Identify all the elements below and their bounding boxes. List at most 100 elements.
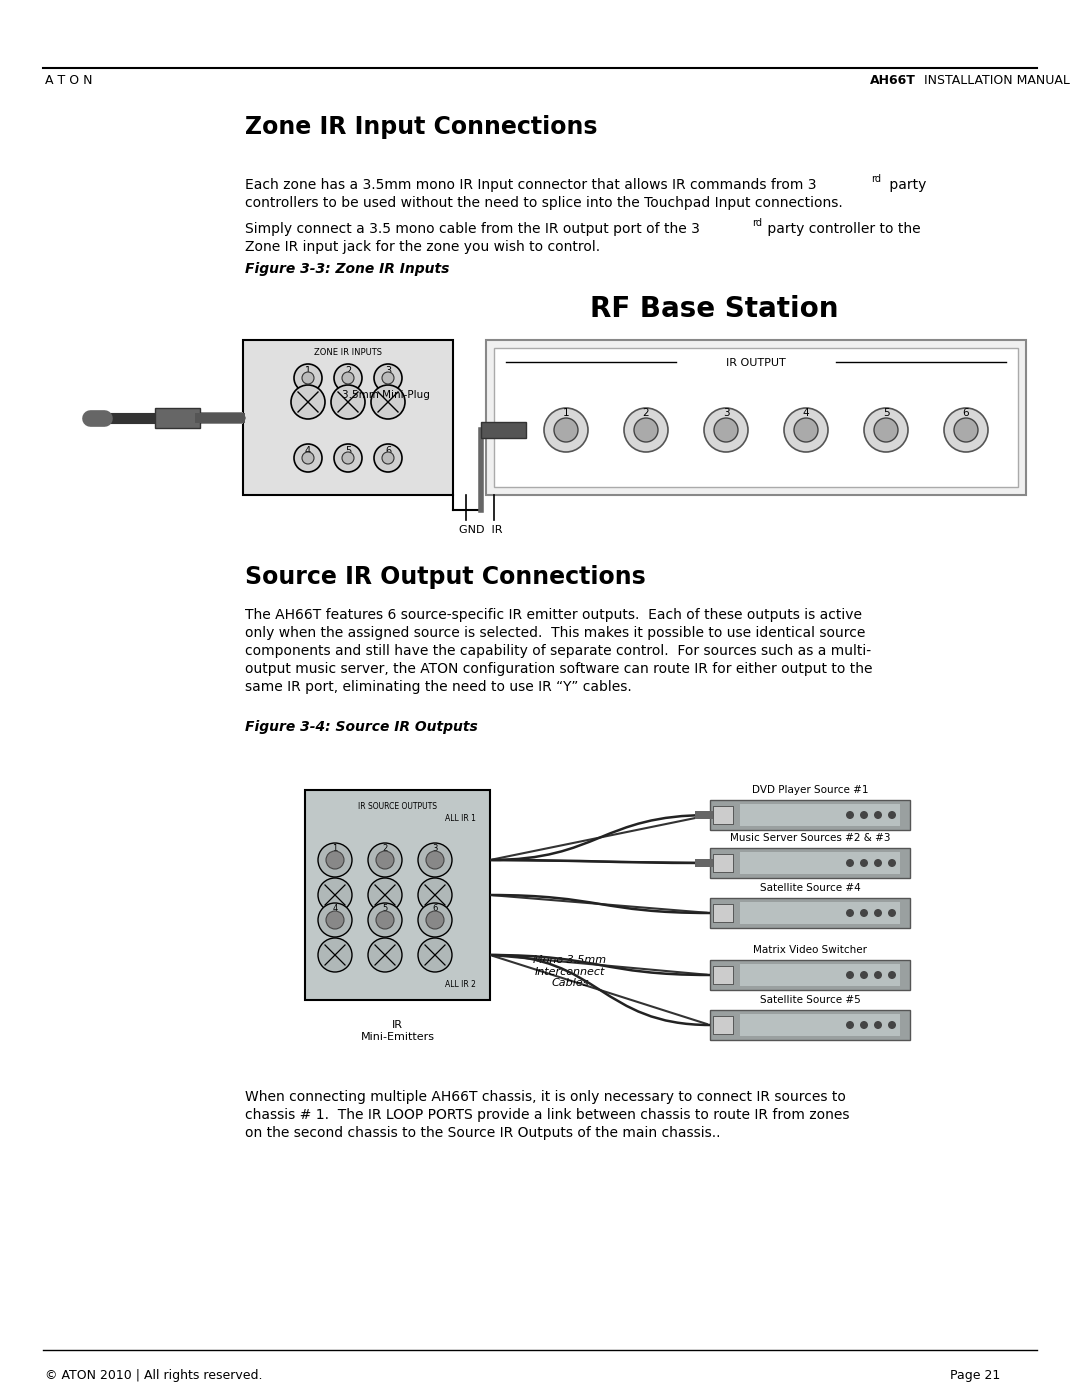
- Circle shape: [334, 365, 362, 393]
- Circle shape: [846, 859, 854, 868]
- Circle shape: [326, 911, 345, 929]
- Circle shape: [342, 372, 354, 384]
- Circle shape: [874, 909, 882, 916]
- Text: Satellite Source #4: Satellite Source #4: [759, 883, 861, 893]
- Circle shape: [382, 453, 394, 464]
- Circle shape: [544, 408, 588, 453]
- Bar: [696, 859, 713, 868]
- Bar: [481, 422, 526, 439]
- Bar: [710, 1010, 910, 1039]
- Circle shape: [554, 418, 578, 441]
- Circle shape: [374, 365, 402, 393]
- Circle shape: [342, 453, 354, 464]
- Text: 5: 5: [882, 408, 889, 418]
- Circle shape: [784, 408, 828, 453]
- Text: GND  IR: GND IR: [459, 525, 503, 535]
- Text: Each zone has a 3.5mm mono IR Input connector that allows IR commands from 3: Each zone has a 3.5mm mono IR Input conn…: [245, 177, 816, 191]
- Circle shape: [426, 911, 444, 929]
- Text: Music Server Sources #2 & #3: Music Server Sources #2 & #3: [730, 833, 890, 842]
- Circle shape: [874, 418, 897, 441]
- Text: © ATON 2010 | All rights reserved.: © ATON 2010 | All rights reserved.: [45, 1369, 262, 1382]
- Bar: [713, 806, 733, 824]
- Circle shape: [864, 408, 908, 453]
- Bar: [710, 848, 910, 877]
- Circle shape: [846, 971, 854, 979]
- Text: ALL IR 2: ALL IR 2: [445, 981, 475, 989]
- Text: Page 21: Page 21: [949, 1369, 1000, 1382]
- Circle shape: [376, 851, 394, 869]
- Text: Mono 3.5mm
Interconnect
Cables: Mono 3.5mm Interconnect Cables: [534, 956, 607, 988]
- Bar: [195, 412, 243, 423]
- Bar: [195, 412, 245, 422]
- Circle shape: [846, 812, 854, 819]
- Bar: [156, 408, 200, 427]
- Text: 1: 1: [563, 408, 569, 418]
- Bar: [486, 339, 1026, 495]
- Circle shape: [368, 877, 402, 912]
- Circle shape: [382, 372, 394, 384]
- Bar: [713, 904, 733, 922]
- Circle shape: [860, 971, 868, 979]
- Circle shape: [368, 902, 402, 937]
- Text: 6: 6: [432, 904, 437, 914]
- Text: Zone IR Input Connections: Zone IR Input Connections: [245, 115, 597, 138]
- Bar: [740, 902, 900, 923]
- Text: 4: 4: [333, 904, 338, 914]
- Text: controllers to be used without the need to splice into the Touchpad Input connec: controllers to be used without the need …: [245, 196, 842, 210]
- Text: When connecting multiple AH66T chassis, it is only necessary to connect IR sourc: When connecting multiple AH66T chassis, …: [245, 1090, 846, 1104]
- Circle shape: [368, 842, 402, 877]
- Text: same IR port, eliminating the need to use IR “Y” cables.: same IR port, eliminating the need to us…: [245, 680, 632, 694]
- Bar: [710, 960, 910, 990]
- Text: Figure 3-4: Source IR Outputs: Figure 3-4: Source IR Outputs: [245, 719, 477, 733]
- Text: 6: 6: [962, 408, 970, 418]
- Text: Zone IR input jack for the zone you wish to control.: Zone IR input jack for the zone you wish…: [245, 240, 600, 254]
- Bar: [243, 339, 453, 495]
- Text: party: party: [885, 177, 927, 191]
- Text: 3.5mm Mini-Plug: 3.5mm Mini-Plug: [342, 390, 430, 400]
- Bar: [713, 1016, 733, 1034]
- Text: 5: 5: [382, 904, 388, 914]
- Text: RF Base Station: RF Base Station: [590, 295, 838, 323]
- Bar: [740, 1014, 900, 1037]
- Text: DVD Player Source #1: DVD Player Source #1: [752, 785, 868, 795]
- Circle shape: [330, 386, 365, 419]
- Circle shape: [944, 408, 988, 453]
- Circle shape: [888, 971, 896, 979]
- Text: The AH66T features 6 source-specific IR emitter outputs.  Each of these outputs : The AH66T features 6 source-specific IR …: [245, 608, 862, 622]
- Text: rd: rd: [870, 175, 881, 184]
- Circle shape: [874, 1021, 882, 1030]
- Circle shape: [302, 372, 314, 384]
- Circle shape: [376, 911, 394, 929]
- Circle shape: [874, 859, 882, 868]
- Text: 1: 1: [305, 366, 311, 376]
- Text: IR OUTPUT: IR OUTPUT: [726, 358, 786, 367]
- Text: Simply connect a 3.5 mono cable from the IR output port of the 3: Simply connect a 3.5 mono cable from the…: [245, 222, 700, 236]
- Text: components and still have the capability of separate control.  For sources such : components and still have the capability…: [245, 644, 872, 658]
- Circle shape: [418, 902, 453, 937]
- Bar: [494, 348, 1018, 488]
- Circle shape: [374, 444, 402, 472]
- Circle shape: [634, 418, 658, 441]
- Text: 1: 1: [333, 844, 338, 854]
- Bar: [713, 854, 733, 872]
- Circle shape: [888, 812, 896, 819]
- Text: 3: 3: [723, 408, 729, 418]
- Bar: [710, 898, 910, 928]
- Circle shape: [368, 937, 402, 972]
- Bar: [740, 805, 900, 826]
- Text: IR
Mini-Emitters: IR Mini-Emitters: [361, 1020, 434, 1042]
- Text: 5: 5: [345, 446, 351, 455]
- Circle shape: [714, 418, 738, 441]
- Bar: [713, 965, 733, 983]
- Bar: [710, 800, 910, 830]
- Text: 2: 2: [345, 366, 351, 376]
- Circle shape: [860, 859, 868, 868]
- Circle shape: [888, 909, 896, 916]
- Bar: [696, 812, 713, 819]
- Circle shape: [372, 386, 405, 419]
- Text: Matrix Video Switcher: Matrix Video Switcher: [753, 944, 867, 956]
- Text: on the second chassis to the Source IR Outputs of the main chassis..: on the second chassis to the Source IR O…: [245, 1126, 720, 1140]
- Circle shape: [846, 909, 854, 916]
- Circle shape: [294, 444, 322, 472]
- Text: Satellite Source #5: Satellite Source #5: [759, 995, 861, 1004]
